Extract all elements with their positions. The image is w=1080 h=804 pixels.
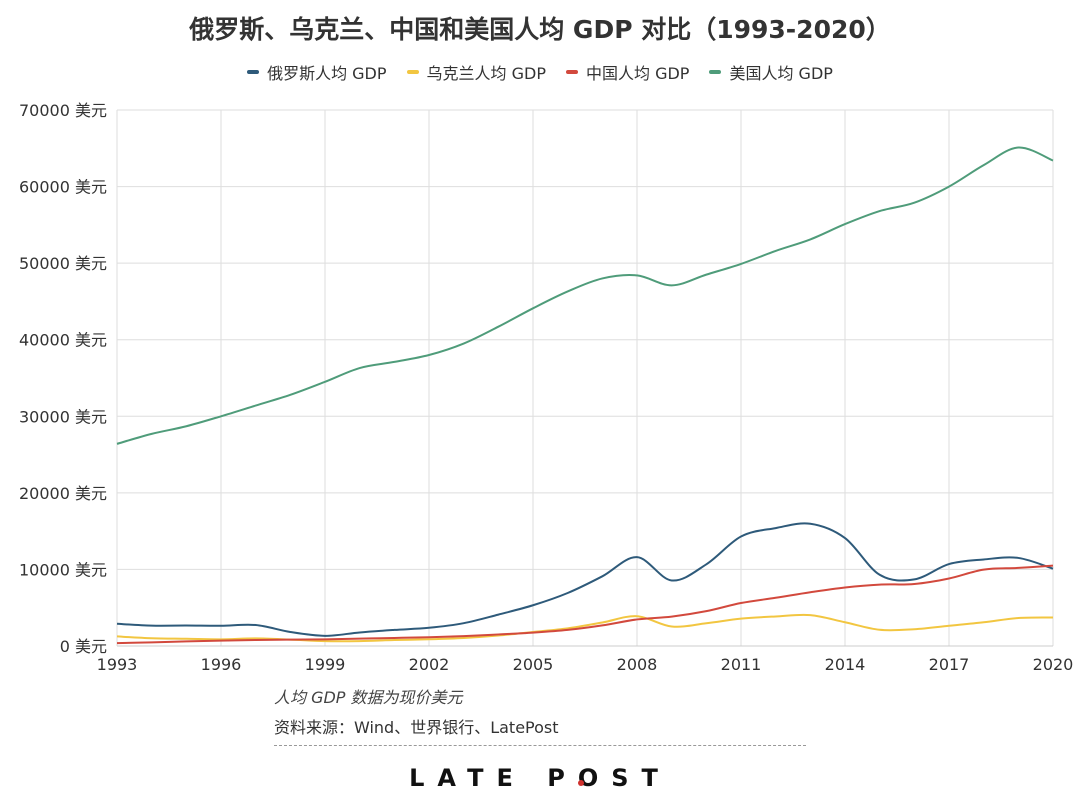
legend-label: 俄罗斯人均 GDP xyxy=(267,64,387,83)
legend-swatch xyxy=(406,70,419,74)
legend-swatch xyxy=(709,70,722,74)
y-tick-label: 0 美元 xyxy=(60,637,107,656)
brand-logo: LATE POST xyxy=(409,764,671,792)
legend-swatch xyxy=(247,70,260,74)
y-tick-label: 20000 美元 xyxy=(19,484,107,503)
brand-logo-dot xyxy=(578,780,584,786)
legend-item-4[interactable]: 美国人均 GDP xyxy=(709,60,833,84)
x-tick-label: 2002 xyxy=(409,655,450,674)
y-tick-label: 30000 美元 xyxy=(19,407,107,426)
x-tick-label: 2017 xyxy=(929,655,970,674)
chart-note: 人均 GDP 数据为现价美元 xyxy=(274,688,463,707)
series-line-3 xyxy=(116,564,1054,645)
chart-title: 俄罗斯、乌克兰、中国和美国人均 GDP 对比（1993-2020） xyxy=(189,15,891,44)
x-tick-label: 2011 xyxy=(721,655,762,674)
legend-item-3[interactable]: 中国人均 GDP xyxy=(566,60,689,84)
x-tick-label: 1996 xyxy=(201,655,242,674)
legend-swatch xyxy=(566,70,578,74)
line-chart: 0 美元 10000 美元 20000 美元 30000 美元 40000 美元 5000… xyxy=(19,101,1074,674)
y-tick-label: 10000 美元 xyxy=(19,560,107,579)
chart-legend: 俄罗斯人均 GDP 乌克兰人均 GDP 中国人均 GDP 美国人均 GDP xyxy=(0,60,1080,84)
x-tick-label: 2008 xyxy=(617,655,658,674)
legend-label: 乌克兰人均 GDP xyxy=(426,64,546,83)
series-line-1 xyxy=(116,522,1054,637)
y-tick-label: 40000 美元 xyxy=(19,331,107,350)
legend-label: 美国人均 GDP xyxy=(729,64,833,83)
y-tick-label: 60000 美元 xyxy=(19,178,107,197)
legend-item-1[interactable]: 俄罗斯人均 GDP xyxy=(247,60,387,84)
legend-item-2[interactable]: 乌克兰人均 GDP xyxy=(406,60,546,84)
y-tick-label: 70000 美元 xyxy=(19,101,107,120)
series-line-4 xyxy=(116,146,1054,445)
y-tick-label: 50000 美元 xyxy=(19,254,107,273)
x-tick-label: 2014 xyxy=(825,655,866,674)
x-tick-label: 1999 xyxy=(305,655,346,674)
dashed-divider xyxy=(274,745,806,746)
legend-label: 中国人均 GDP xyxy=(586,64,690,83)
x-tick-label: 2005 xyxy=(513,655,554,674)
source-text: 资料来源：Wind、世界银行、LatePost xyxy=(274,718,559,737)
x-tick-label: 2020 xyxy=(1033,655,1074,674)
x-tick-label: 1993 xyxy=(97,655,138,674)
